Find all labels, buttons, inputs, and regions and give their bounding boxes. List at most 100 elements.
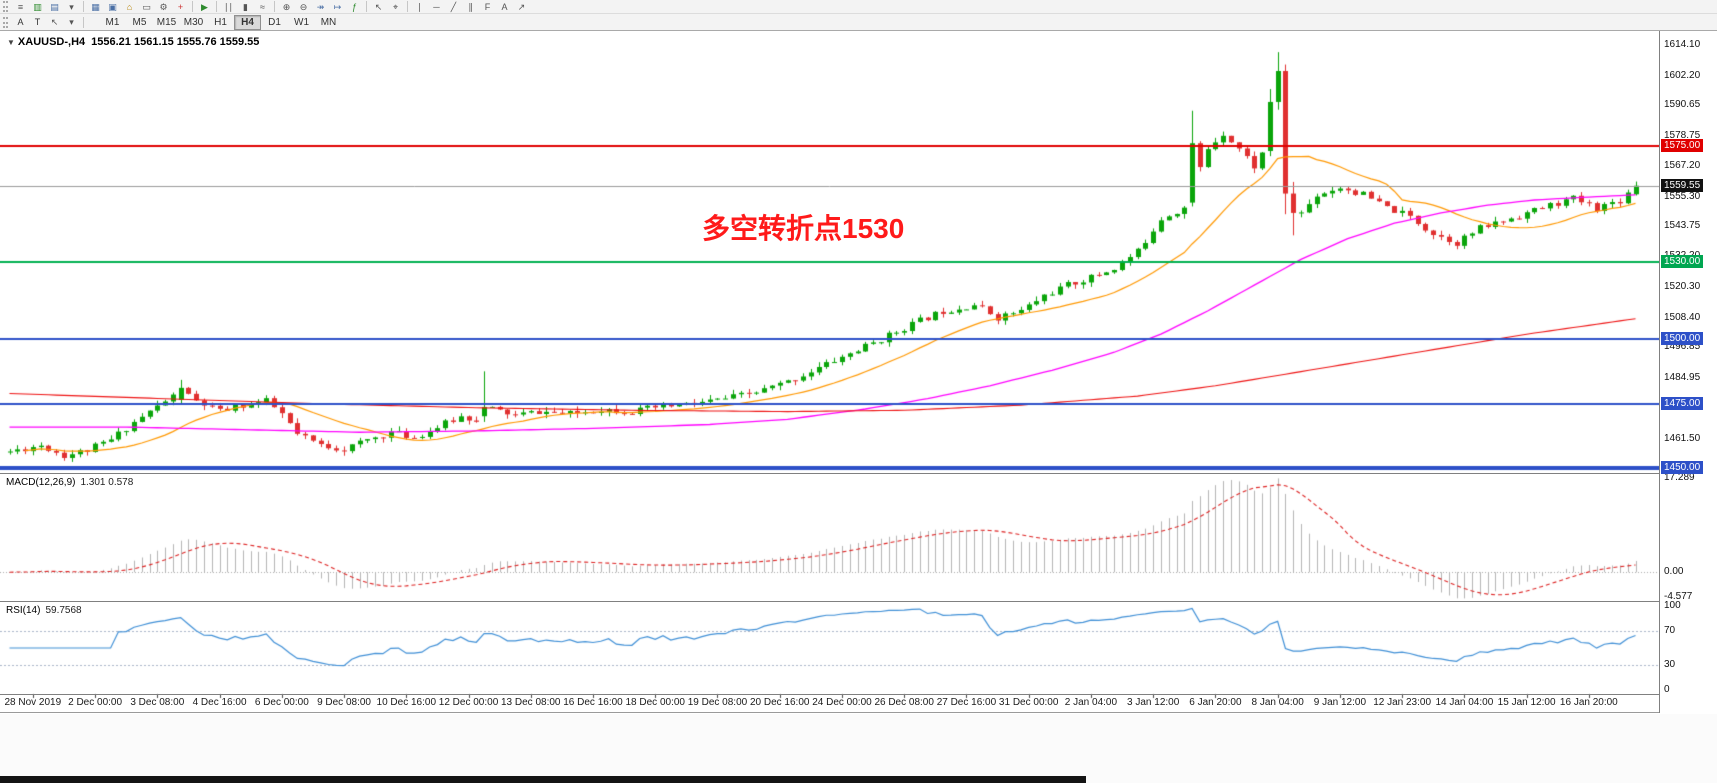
macd-indicator-label: MACD(12,26,9) 1.301 0.578 xyxy=(6,477,133,488)
time-axis-label: 24 Dec 00:00 xyxy=(812,697,872,708)
chart-shift-icon[interactable]: ↦ xyxy=(333,1,342,12)
menu-icon[interactable]: ≡ xyxy=(17,1,24,12)
zoom-out-icon[interactable]: ⊖ xyxy=(299,1,308,12)
timeframe-m1[interactable]: M1 xyxy=(105,16,120,28)
chart-profile-icon[interactable]: ▤ xyxy=(50,1,59,12)
pane-separator[interactable] xyxy=(0,473,1717,474)
time-axis-label: 6 Jan 20:00 xyxy=(1189,697,1242,708)
chart-line-icon[interactable]: ≈ xyxy=(260,1,265,12)
price-scale-tick: 1461.50 xyxy=(1664,432,1701,444)
time-axis-label: 13 Dec 08:00 xyxy=(501,697,561,708)
toolbar-separator xyxy=(83,16,84,28)
text-label-icon[interactable]: T xyxy=(34,17,41,27)
price-scale-tick: 1590.65 xyxy=(1664,99,1701,111)
rsi-value: 59.7568 xyxy=(45,605,82,616)
time-axis-label: 6 Dec 00:00 xyxy=(254,697,309,708)
time-axis-label: 27 Dec 16:00 xyxy=(936,697,997,708)
pointer-icon[interactable]: ↖ xyxy=(50,17,59,27)
chart-window: ▼ XAUUSD-,H4 1556.21 1561.15 1555.76 1559.… xyxy=(0,31,1717,713)
window-lower-area xyxy=(0,714,1717,783)
chart-candles-icon[interactable]: ▮ xyxy=(243,1,248,12)
data-window-icon[interactable]: ▣ xyxy=(108,1,117,12)
periods-drag-handle[interactable] xyxy=(3,16,8,28)
timeframe-mn[interactable]: MN xyxy=(320,16,337,28)
time-axis-label: 9 Jan 12:00 xyxy=(1313,697,1367,708)
time-axis-label: 10 Dec 16:00 xyxy=(376,697,437,708)
timeframe-d1[interactable]: D1 xyxy=(268,16,281,28)
macd-scale-tick: 0.00 xyxy=(1664,566,1684,578)
profiles-dropdown-icon[interactable]: ▾ xyxy=(69,1,74,12)
price-scale-tick: 1602.20 xyxy=(1664,69,1701,81)
price-scale-tag: 1450.00 xyxy=(1661,461,1704,475)
time-axis-label: 2 Jan 04:00 xyxy=(1064,697,1118,708)
vertical-line-icon[interactable]: ∣ xyxy=(417,1,422,12)
time-axis-label: 19 Dec 08:00 xyxy=(687,697,748,708)
chart-dropdown-marker-icon[interactable]: ▼ xyxy=(7,38,15,47)
time-axis-label: 18 Dec 00:00 xyxy=(625,697,685,708)
price-scale-tag: 1575.00 xyxy=(1661,138,1704,152)
time-axis-label: 31 Dec 00:00 xyxy=(998,697,1059,708)
navigator-icon[interactable]: ⌂ xyxy=(126,1,133,12)
fibonacci-icon[interactable]: F xyxy=(484,1,491,12)
time-axis-label: 16 Dec 16:00 xyxy=(563,697,623,708)
bottom-black-strip xyxy=(0,776,1086,783)
time-axis-label: 4 Dec 16:00 xyxy=(192,697,247,708)
time-axis-label: 28 Nov 2019 xyxy=(4,697,62,708)
cursor-icon[interactable]: ↖ xyxy=(374,1,383,12)
zoom-in-icon[interactable]: ⊕ xyxy=(282,1,291,12)
toolbar-separator xyxy=(407,1,408,12)
timeframe-m15[interactable]: M15 xyxy=(156,16,177,28)
horizontal-line-icon[interactable]: ─ xyxy=(433,1,440,12)
main-toolbar: ≡ ▥ ▤ ▾ ▦ ▣ ⌂ ▭ ⚙ + ▶ ∣∣ ▮ ≈ ⊕ ⊖ ↠ ↦ ƒ ↖ ⌖ ∣ ─ ╱ ∥ F A ↗ xyxy=(0,0,1717,14)
trendline-icon[interactable]: ╱ xyxy=(450,1,457,12)
price-scale[interactable]: 1614.10 1602.20 1590.65 1578.75 1567.20 1555.… xyxy=(1659,31,1717,713)
chart-symbol-period: XAUUSD-,H4 xyxy=(17,36,86,48)
timeframe-buttons: M1 M5 M15 M30 H1 H4 D1 W1 MN xyxy=(99,14,342,30)
rsi-scale-tick: 0 xyxy=(1664,684,1670,695)
chart-title: ▼ XAUUSD-,H4 1556.21 1561.15 1555.76 1559.… xyxy=(7,36,259,48)
time-axis-separator xyxy=(0,694,1717,695)
time-axis-label: 20 Dec 16:00 xyxy=(749,697,810,708)
rsi-indicator-label: RSI(14) 59.7568 xyxy=(6,605,82,616)
indicators-icon[interactable]: ƒ xyxy=(351,1,357,12)
strategy-tester-icon[interactable]: ⚙ xyxy=(159,1,168,12)
time-axis-label: 9 Dec 08:00 xyxy=(317,697,371,708)
macd-name: MACD(12,26,9) xyxy=(6,477,76,488)
crosshair-icon[interactable]: ⌖ xyxy=(392,1,399,12)
time-axis-label: 26 Dec 08:00 xyxy=(874,697,934,708)
new-order-icon[interactable]: + xyxy=(177,1,184,12)
price-scale-tag: 1475.00 xyxy=(1661,396,1704,410)
time-axis-label: 2 Dec 00:00 xyxy=(68,697,123,708)
pane-separator[interactable] xyxy=(0,601,1717,602)
price-scale-tick: 1496.85 xyxy=(1664,341,1701,353)
font-tool-icon[interactable]: A xyxy=(17,17,24,27)
timeframe-m5[interactable]: M5 xyxy=(132,16,147,28)
arrows-tool-icon[interactable]: ↗ xyxy=(517,1,526,12)
toolbar-drag-handle[interactable] xyxy=(3,1,8,12)
timeframe-h1[interactable]: H1 xyxy=(214,16,227,28)
terminal-icon[interactable]: ▭ xyxy=(142,1,151,12)
rsi-name: RSI(14) xyxy=(6,605,41,616)
chart-bars-icon[interactable]: ∣∣ xyxy=(224,1,233,12)
text-tool-icon[interactable]: A xyxy=(501,1,508,12)
time-axis-label: 3 Jan 12:00 xyxy=(1127,697,1180,708)
market-watch-icon[interactable]: ▦ xyxy=(91,1,100,12)
new-chart-icon[interactable]: ▥ xyxy=(33,1,42,12)
style-dropdown-icon[interactable]: ▾ xyxy=(69,17,74,27)
channel-icon[interactable]: ∥ xyxy=(468,1,473,12)
price-scale-tick: 1614.10 xyxy=(1664,38,1701,50)
timeframe-m30[interactable]: M30 xyxy=(183,16,204,28)
rsi-scale-tick: 30 xyxy=(1664,658,1676,670)
timeframe-w1[interactable]: W1 xyxy=(294,16,309,28)
macd-scale-tick: -4.577 xyxy=(1664,591,1693,603)
timeframe-h4[interactable]: H4 xyxy=(234,14,261,30)
price-scale-tick: 1578.75 xyxy=(1664,130,1701,142)
time-scale[interactable]: 28 Nov 2019 2 Dec 00:00 3 Dec 08:00 4 Dec 1… xyxy=(0,697,1659,713)
time-axis-label: 8 Jan 04:00 xyxy=(1251,697,1304,708)
auto-scroll-icon[interactable]: ↠ xyxy=(316,1,325,12)
price-scale-tick: 1567.20 xyxy=(1664,159,1701,171)
chart-plot-area[interactable] xyxy=(0,31,1659,713)
time-axis-label: 12 Jan 23:00 xyxy=(1373,697,1432,708)
time-axis-label: 16 Jan 20:00 xyxy=(1559,697,1618,708)
autotrading-icon[interactable]: ▶ xyxy=(201,1,208,12)
